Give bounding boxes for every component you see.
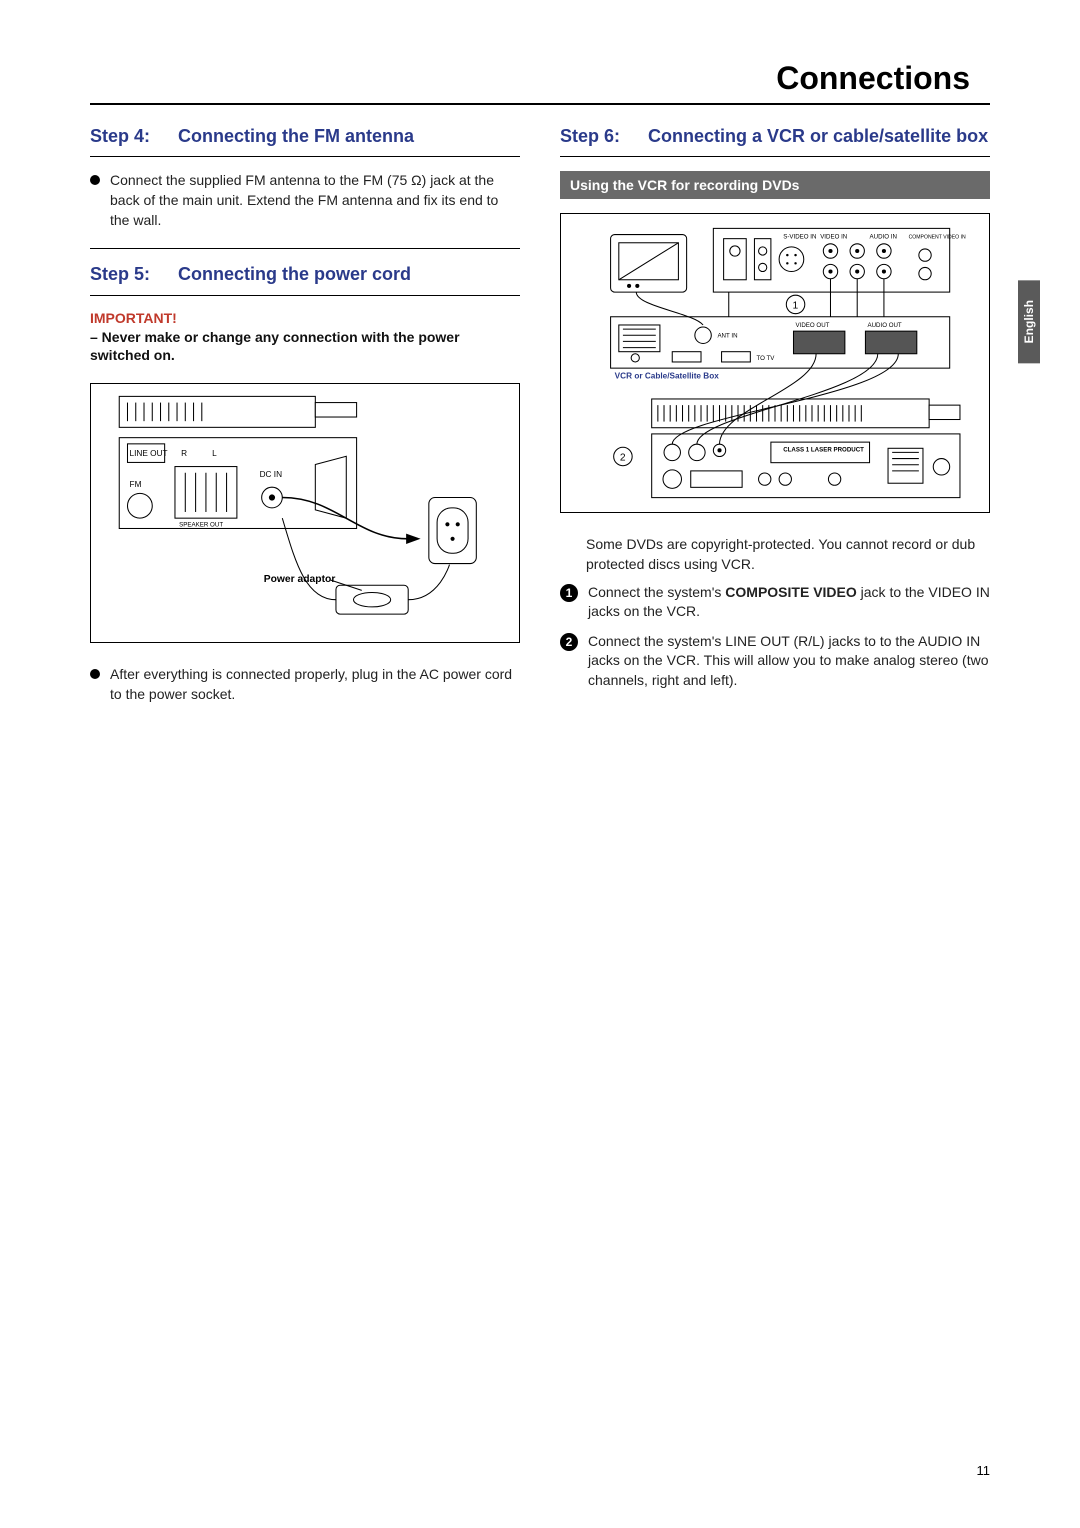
step-title: Connecting a VCR or cable/satellite box bbox=[648, 125, 990, 148]
power-diagram-svg: LINE OUT R L FM SPEAKER OUT DC IN bbox=[91, 384, 519, 642]
step-number-icon: 1 bbox=[560, 584, 578, 602]
label-component-in: COMPONENT VIDEO IN bbox=[909, 235, 966, 241]
section-rule bbox=[90, 295, 520, 296]
step4-heading: Step 4: Connecting the FM antenna bbox=[90, 125, 520, 148]
section-rule bbox=[90, 156, 520, 157]
vcr-diagram: S-VIDEO IN VIDEO IN AUDIO IN bbox=[560, 213, 990, 513]
title-rule bbox=[90, 103, 990, 105]
label-line-out: LINE OUT bbox=[130, 450, 168, 459]
label-speaker-out: SPEAKER OUT bbox=[179, 522, 223, 529]
label-to-tv: TO TV bbox=[757, 355, 776, 362]
label-dc-in: DC IN bbox=[260, 470, 283, 479]
label-video-in: VIDEO IN bbox=[820, 234, 847, 241]
step5-heading: Step 5: Connecting the power cord bbox=[90, 263, 520, 286]
label-video-out: VIDEO OUT bbox=[796, 322, 830, 329]
step-label: Step 4: bbox=[90, 125, 178, 148]
label-audio-out: AUDIO OUT bbox=[867, 322, 901, 329]
step4-bullet: Connect the supplied FM antenna to the F… bbox=[90, 171, 520, 230]
step-number-icon: 2 bbox=[560, 633, 578, 651]
item1-pre: Connect the system's bbox=[588, 584, 725, 600]
callout-1: 1 bbox=[792, 301, 798, 312]
bullet-dot-icon bbox=[90, 669, 100, 679]
step-label: Step 5: bbox=[90, 263, 178, 286]
step-title: Connecting the FM antenna bbox=[178, 125, 520, 148]
important-label: IMPORTANT! bbox=[90, 310, 520, 326]
section-rule bbox=[560, 156, 990, 157]
step4-text: Connect the supplied FM antenna to the F… bbox=[110, 171, 520, 230]
label-l: L bbox=[212, 450, 217, 459]
step6-item2: 2 Connect the system's LINE OUT (R/L) ja… bbox=[560, 632, 990, 691]
page-number: 11 bbox=[977, 1463, 991, 1478]
label-audio-in: AUDIO IN bbox=[870, 234, 897, 241]
page-title: Connections bbox=[90, 60, 990, 97]
label-r: R bbox=[181, 450, 187, 459]
step6-item2-text: Connect the system's LINE OUT (R/L) jack… bbox=[588, 632, 990, 691]
callout-2: 2 bbox=[620, 453, 626, 464]
label-vcr: VCR or Cable/Satellite Box bbox=[615, 372, 720, 381]
power-diagram: LINE OUT R L FM SPEAKER OUT DC IN bbox=[90, 383, 520, 643]
label-fm: FM bbox=[130, 481, 142, 490]
left-column: Step 4: Connecting the FM antenna Connec… bbox=[90, 125, 520, 723]
label-power-adaptor: Power adaptor bbox=[264, 574, 336, 585]
manual-page: Connections English Step 4: Connecting t… bbox=[0, 0, 1080, 1528]
step6-item1-text: Connect the system's COMPOSITE VIDEO jac… bbox=[588, 583, 990, 622]
step6-intro: Some DVDs are copyright-protected. You c… bbox=[586, 535, 990, 574]
language-tab: English bbox=[1018, 280, 1040, 363]
label-ant-in: ANT IN bbox=[717, 333, 737, 340]
step6-heading: Step 6: Connecting a VCR or cable/satell… bbox=[560, 125, 990, 148]
step5-bullet-after: After everything is connected properly, … bbox=[90, 665, 520, 704]
step-title: Connecting the power cord bbox=[178, 263, 520, 286]
bullet-dot-icon bbox=[90, 175, 100, 185]
step6-item1: 1 Connect the system's COMPOSITE VIDEO j… bbox=[560, 583, 990, 622]
label-svideo-in: S-VIDEO IN bbox=[783, 234, 816, 241]
important-text: – Never make or change any connection wi… bbox=[90, 328, 520, 366]
vcr-diagram-svg: S-VIDEO IN VIDEO IN AUDIO IN bbox=[561, 214, 989, 512]
sub-banner: Using the VCR for recording DVDs bbox=[560, 171, 990, 199]
label-class1: CLASS 1 LASER PRODUCT bbox=[783, 447, 864, 454]
section-rule bbox=[90, 248, 520, 249]
right-column: Step 6: Connecting a VCR or cable/satell… bbox=[560, 125, 990, 723]
content-columns: Step 4: Connecting the FM antenna Connec… bbox=[90, 125, 990, 723]
step5-after-text: After everything is connected properly, … bbox=[110, 665, 520, 704]
item1-bold: COMPOSITE VIDEO bbox=[725, 584, 856, 600]
step-label: Step 6: bbox=[560, 125, 648, 148]
